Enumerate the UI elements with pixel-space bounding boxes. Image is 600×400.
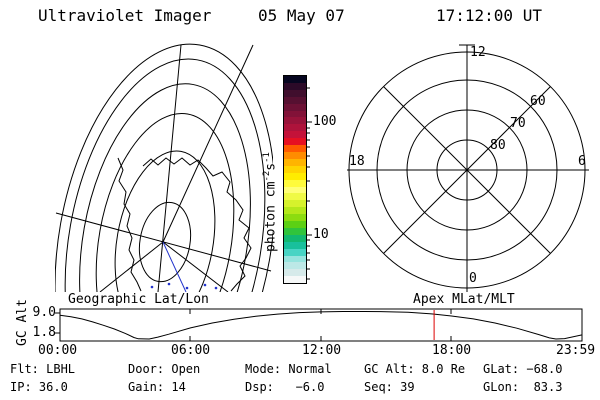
- antarctica-coastline: [117, 157, 252, 292]
- readout-dsp: Dsp: −6.0: [245, 380, 325, 394]
- gc-alt-ylabel: GC Alt: [15, 299, 30, 346]
- ytick-9: 9.0: [32, 305, 56, 320]
- readout-mode: Mode: Normal: [245, 362, 332, 376]
- meridian-lines: [55, 44, 272, 292]
- orbit-track-line: [162, 241, 187, 292]
- readout-door: Door: Open: [128, 362, 201, 376]
- polar-label-6: 6: [578, 154, 586, 169]
- app-title: Ultraviolet Imager: [38, 6, 212, 25]
- polar-grid: [347, 44, 589, 292]
- geo-map: [55, 43, 273, 292]
- polar-label-18: 18: [349, 154, 365, 169]
- colorbar-tick-10: 10: [313, 227, 329, 242]
- latitude-rings: [55, 43, 273, 292]
- xtick-2359: 23:59: [556, 343, 596, 358]
- polar-label-0: 0: [469, 271, 477, 286]
- xtick-1200: 12:00: [302, 343, 342, 358]
- polar-lat-60: 60: [530, 94, 546, 109]
- polar-label-12: 12: [470, 45, 486, 60]
- xtick-1800: 18:00: [432, 343, 472, 358]
- colorbar: [283, 75, 307, 284]
- colorbar-tick-100: 100: [313, 114, 337, 129]
- readout-flt: Flt: LBHL: [10, 362, 76, 376]
- ytick-1-8: 1.8: [32, 325, 56, 340]
- readout-ip: IP: 36.0: [10, 380, 68, 394]
- readout-glat: GLat: −68.0: [483, 362, 563, 376]
- gc-alt-curve: [59, 311, 583, 340]
- colorbar-unit-label: photon cm-2s-1: [262, 152, 279, 252]
- gc-alt-chart: [55, 308, 583, 342]
- polar-lat-70: 70: [510, 116, 526, 131]
- date-label: 05 May 07: [258, 6, 345, 25]
- xtick-0000: 00:00: [38, 343, 78, 358]
- readout-gain: Gain: 14: [128, 380, 186, 394]
- polar-lat-80: 80: [490, 138, 506, 153]
- readout-seq: Seq: 39: [364, 380, 415, 394]
- polar-caption: Apex MLat/MLT: [413, 292, 515, 307]
- readout-glon: GLon: 83.3: [483, 380, 563, 394]
- time-label: 17:12:00 UT: [436, 6, 542, 25]
- geo-map-caption: Geographic Lat/Lon: [68, 292, 209, 307]
- orbit-track-dots: [150, 282, 218, 290]
- xtick-0600: 06:00: [171, 343, 211, 358]
- readout-gc-alt: GC Alt: 8.0 Re: [364, 362, 466, 376]
